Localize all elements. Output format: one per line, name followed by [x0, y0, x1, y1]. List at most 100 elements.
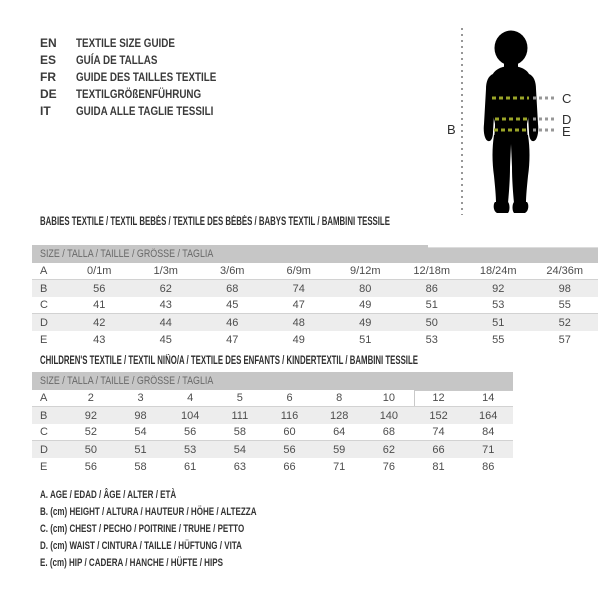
language-list: EN TEXTILE SIZE GUIDE ES GUÍA DE TALLAS …	[40, 34, 247, 119]
cell-value: 41	[93, 299, 106, 311]
legend-line-height: B. (cm) HEIGHT / ALTURA / HAUTEUR / HÖHE…	[40, 505, 257, 518]
cell-value: 59	[333, 443, 346, 456]
row-label: C	[40, 299, 48, 311]
cell-value: 12	[432, 392, 445, 404]
cell-value: 42	[93, 316, 106, 329]
cell-value: 6	[286, 392, 293, 404]
cell-value: 52	[84, 426, 97, 438]
cell-value: 56	[84, 460, 97, 473]
cell-value: 47	[292, 299, 305, 311]
cell-value: 43	[159, 299, 172, 311]
table-row-d: D 50 51 53 54 56 59 62 66 71	[32, 441, 513, 458]
cell-value: 98	[558, 282, 571, 295]
cell-value: 1/3m	[153, 265, 178, 277]
row-label: E	[40, 460, 48, 473]
cell-value: 56	[93, 282, 106, 295]
cell-value: 5	[236, 392, 243, 404]
row-label: D	[40, 316, 48, 329]
waist-label: D	[562, 112, 571, 127]
table-row-a: A 2 3 4 5 6 8 10 12 14	[32, 390, 513, 407]
cell-value: 53	[492, 299, 505, 311]
cell-value: 71	[333, 460, 346, 473]
cell-value: 14	[482, 392, 495, 404]
cell-value: 61	[184, 460, 197, 473]
cell-value: 86	[482, 460, 495, 473]
cell-value: 55	[558, 299, 571, 311]
cell-value: 76	[382, 460, 395, 473]
language-row-it: IT GUIDA ALLE TAGLIE TESSILI	[40, 102, 247, 119]
cell-value: 152	[429, 409, 448, 422]
cell-value: 45	[226, 299, 239, 311]
cell-value: 3/6m	[220, 265, 245, 277]
language-code: IT	[40, 103, 51, 118]
language-title: TEXTILE SIZE GUIDE	[76, 35, 175, 50]
cell-value: 116	[280, 409, 299, 422]
row-label: C	[40, 426, 48, 438]
language-title: TEXTILGRÖßENFÜHRUNG	[76, 86, 202, 101]
measurement-legend: A. AGE / EDAD / ÂGE / ALTER / ETÀ B. (cm…	[40, 486, 337, 571]
cell-value: 164	[479, 409, 498, 422]
cell-value: 58	[233, 426, 246, 438]
table-row-c: C 41 43 45 47 49 51 53 55	[32, 297, 598, 314]
cell-value: 92	[492, 282, 505, 295]
cell-value: 6/9m	[286, 265, 311, 277]
language-row-en: EN TEXTILE SIZE GUIDE	[40, 34, 247, 51]
table-row-e: E 43 45 47 49 51 53 55 57	[32, 331, 598, 348]
cell-value: 24/36m	[546, 265, 584, 277]
cell-value: 64	[333, 426, 346, 438]
language-code: DE	[40, 86, 57, 101]
table-row-e: E 56 58 61 63 66 71 76 81 86	[32, 458, 513, 475]
cell-value: 62	[382, 443, 395, 456]
cell-value: 86	[425, 282, 438, 295]
child-silhouette	[483, 30, 539, 213]
cell-value: 92	[84, 409, 97, 422]
cell-value: 51	[425, 299, 438, 311]
language-row-de: DE TEXTILGRÖßENFÜHRUNG	[40, 85, 247, 102]
legend-line-hip: E. (cm) HIP / CADERA / HANCHE / HÜFTE / …	[40, 556, 223, 569]
cell-value: 54	[233, 443, 246, 456]
cell-value: 53	[425, 333, 438, 346]
row-label: B	[40, 282, 48, 295]
language-code: EN	[40, 35, 57, 50]
child-silhouette-diagram: B C D E	[447, 28, 571, 215]
height-label: B	[447, 122, 456, 137]
cell-value: 62	[159, 282, 172, 295]
cell-value: 2	[87, 392, 94, 404]
table-row-b: B 92 98 104 111 116 128 140 152 164	[32, 407, 513, 424]
cell-value: 140	[379, 409, 399, 422]
legend-line-age: A. AGE / EDAD / ÂGE / ALTER / ETÀ	[40, 488, 177, 501]
cell-value: 49	[359, 299, 372, 311]
cell-value: 50	[84, 443, 97, 456]
row-label: E	[40, 333, 48, 346]
cell-value: 4	[187, 392, 194, 404]
table-header-label: SIZE / TALLA / TAILLE / GRÖSSE / TAGLIA	[40, 375, 214, 387]
language-code: FR	[40, 69, 56, 84]
cell-value: 81	[432, 460, 445, 473]
row-label: A	[40, 392, 48, 404]
cell-value: 44	[159, 316, 172, 329]
cell-value: 45	[159, 333, 172, 346]
cell-value: 50	[425, 316, 438, 329]
babies-size-table: SIZE / TALLA / TAILLE / GRÖSSE / TAGLIA A…	[32, 245, 598, 348]
chest-label: C	[562, 91, 571, 106]
cell-value: 57	[558, 333, 571, 346]
cell-value: 51	[134, 443, 147, 456]
cell-value: 48	[292, 316, 305, 329]
cell-value: 12/18m	[413, 265, 451, 277]
table-row-a: A 0/1m 1/3m 3/6m 6/9m 9/12m 12/18m 18/24m 24/36m	[32, 263, 598, 280]
cell-value: 47	[226, 333, 239, 346]
table-header-label: SIZE / TALLA / TAILLE / GRÖSSE / TAGLIA	[40, 248, 214, 260]
cell-value: 3	[137, 392, 144, 404]
legend-line-chest: C. (cm) CHEST / PECHO / POITRINE / TRUHE…	[40, 522, 245, 535]
hip-label: E	[562, 124, 571, 139]
cell-value: 128	[330, 409, 349, 422]
language-title: GUIDA ALLE TAGLIE TESSILI	[76, 103, 214, 118]
table-header: SIZE / TALLA / TAILLE / GRÖSSE / TAGLIA	[32, 372, 513, 390]
language-code: ES	[40, 52, 57, 67]
cell-value: 111	[231, 409, 249, 422]
cell-value: 49	[359, 316, 372, 329]
cell-value: 0/1m	[87, 265, 112, 277]
cell-value: 55	[492, 333, 505, 346]
row-label: B	[40, 409, 48, 422]
